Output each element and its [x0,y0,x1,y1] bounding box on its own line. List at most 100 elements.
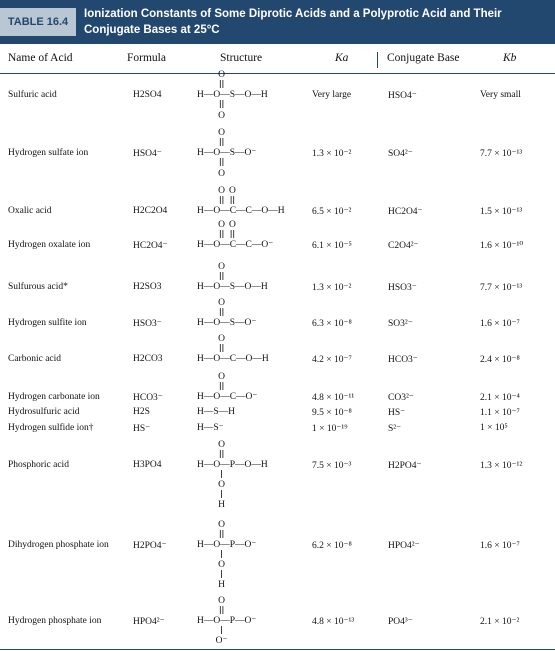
cell-conj: S²⁻ [388,424,402,434]
cell-ka: 4.2 × 10⁻⁷ [312,355,352,365]
cell-kb: 1 × 10⁵ [480,423,508,433]
structure-below-atom: H [218,580,225,590]
cell-ka: 4.8 × 10⁻¹¹ [312,393,355,403]
cell-name: Hydrogen sulfate ion [8,148,89,158]
cell-conj: SO4²⁻ [388,149,413,159]
cell-ka: 4.8 × 10⁻¹³ [312,617,355,627]
structure-below-atom: O⁻ [216,636,228,646]
structure-below-atom: O [218,560,225,570]
cell-kb: 1.5 × 10⁻¹³ [480,207,523,217]
cell-formula: H2S [133,407,150,417]
cell-name: Sulfurous acid* [8,282,68,292]
cell-ka: 9.5 × 10⁻⁸ [312,408,352,418]
structure-chain: H—O—P—O—H [197,460,268,470]
structure-chain: H—O—C—O—H [197,354,269,364]
cell-formula: H3PO4 [133,460,162,470]
cell-ka: 1.3 × 10⁻² [312,283,352,293]
cell-conj: PO4³⁻ [388,617,413,627]
cell-formula: H2PO4⁻ [133,541,167,551]
col-header-conjugate: Conjugate Base [387,52,460,64]
col-header-formula: Formula [127,52,166,64]
cell-name: Phosphoric acid [8,460,69,470]
structure-top-atom: O [218,262,225,272]
cell-kb: Very small [480,90,521,100]
cell-name: Oxalic acid [8,206,52,216]
structure-top-atom: O [218,220,225,230]
col-header-kb: Kb [503,52,517,64]
table-title: Ionization Constants of Some Diprotic Ac… [84,8,502,36]
cell-conj: HSO4⁻ [388,91,417,101]
cell-kb: 2.1 × 10⁻⁴ [480,393,520,403]
table-header-bar: TABLE 16.4 Ionization Constants of Some … [0,0,555,44]
cell-name: Hydrogen phosphate ion [8,616,102,626]
structure-top-atom: O [229,186,236,196]
header-rule [0,73,555,74]
col-header-ka: Ka [335,52,349,64]
structure-chain: H—O—C—C—O⁻ [197,240,273,250]
structure-below-atom: O [218,480,225,490]
structure-chain: H—O—S—O⁻ [197,148,256,158]
structure-chain: H—O—C—O⁻ [197,392,257,402]
cell-ka: 6.5 × 10⁻² [312,207,352,217]
column-divider [377,52,378,68]
cell-formula: H2SO3 [133,282,162,292]
cell-conj: CO3²⁻ [388,393,414,403]
structure-top-atom: O [218,70,225,80]
cell-kb: 1.6 × 10⁻¹⁰ [480,241,524,251]
cell-name: Hydrogen sulfite ion [8,318,87,328]
cell-conj: HPO4²⁻ [388,541,420,551]
cell-formula: H2CO3 [133,354,163,364]
cell-conj: HS⁻ [388,408,406,418]
cell-kb: 2.1 × 10⁻² [480,617,520,627]
cell-formula: HSO3⁻ [133,319,162,329]
cell-formula: H2SO4 [133,90,162,100]
structure-chain: H—O—P—O⁻ [197,616,256,626]
table-number: TABLE 16.4 [0,8,76,36]
cell-ka: 6.2 × 10⁻⁸ [312,541,352,551]
cell-kb: 1.1 × 10⁻⁷ [480,408,520,418]
cell-formula: HC2O4⁻ [133,241,168,251]
cell-ka: 7.5 × 10⁻³ [312,461,352,471]
structure-chain: H—O—S—O⁻ [197,318,256,328]
col-header-name: Name of Acid [8,52,73,64]
cell-name: Hydrogen sulfide ion† [8,423,94,433]
structure-top-atom: O [218,372,225,382]
structure-below-atom: H [218,500,225,510]
structure-top-atom: O [218,298,225,308]
bottom-rule [0,649,555,650]
cell-ka: Very large [312,90,352,100]
cell-formula: H2C2O4 [133,206,168,216]
cell-conj: C2O4²⁻ [388,241,419,251]
cell-conj: HC2O4⁻ [388,207,423,217]
cell-ka: 6.1 × 10⁻⁵ [312,241,352,251]
cell-kb: 2.4 × 10⁻⁸ [480,355,520,365]
column-header-row: Name of Acid Formula Structure Ka Conjug… [0,44,555,74]
structure-chain: H—O—S—O—H [197,90,268,100]
structure-top-atom: O [218,334,225,344]
structure-bottom-atom: O [218,169,225,179]
cell-conj: H2PO4⁻ [388,461,422,471]
cell-name: Carbonic acid [8,354,62,364]
structure-chain: H—S⁻ [197,423,224,433]
structure-top-atom: O [218,186,225,196]
cell-conj: HSO3⁻ [388,283,417,293]
cell-conj: SO3²⁻ [388,319,413,329]
cell-kb: 1.3 × 10⁻¹² [480,461,523,471]
cell-kb: 1.6 × 10⁻⁷ [480,541,520,551]
cell-formula: HPO4²⁻ [133,617,165,627]
cell-conj: HCO3⁻ [388,355,418,365]
structure-top-atom: O [218,520,225,530]
cell-name: Dihydrogen phosphate ion [8,540,109,550]
structure-chain: H—O—P—O⁻ [197,540,256,550]
structure-chain: H—S—H [197,407,235,417]
cell-formula: HS⁻ [133,424,151,434]
cell-kb: 7.7 × 10⁻¹³ [480,283,523,293]
structure-chain: H—O—C—C—O—H [197,206,285,216]
cell-formula: HCO3⁻ [133,393,163,403]
cell-ka: 1.3 × 10⁻² [312,149,352,159]
structure-bottom-atom: O [218,111,225,121]
cell-formula: HSO4⁻ [133,149,162,159]
cell-kb: 7.7 × 10⁻¹³ [480,149,523,159]
structure-chain: H—O—S—O—H [197,282,268,292]
